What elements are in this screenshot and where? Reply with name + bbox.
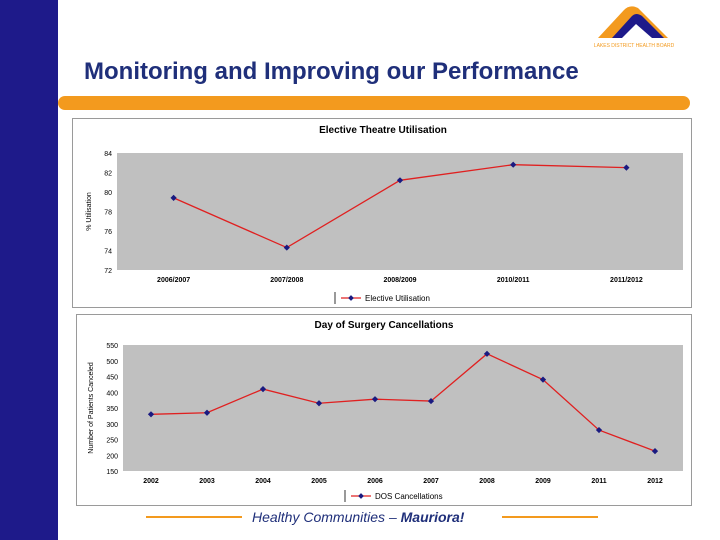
chart1-ytick-6: 84: [104, 151, 112, 158]
chart1-legend-marker: [348, 295, 354, 301]
chart2-xtick-7: 2009: [535, 478, 551, 485]
chart2-ytick-6: 450: [106, 375, 118, 382]
utilisation-chart-frame: Elective Theatre Utilisation 72 74 76 78 80 82…: [72, 118, 692, 308]
chart2-xtick-6: 2008: [479, 478, 495, 485]
footer-tagline: Healthy Communities – Mauriora!: [252, 509, 464, 525]
chart2-xtick-3: 2005: [311, 478, 327, 485]
slide-sidebar: [0, 0, 58, 540]
accent-bar: [58, 96, 690, 110]
chart1-ytick-0: 72: [104, 268, 112, 275]
chart2-ytick-7: 500: [106, 359, 118, 366]
footer-line-left: [146, 516, 242, 518]
footer-line-right: [502, 516, 598, 518]
chart2-series-line-0: [150, 353, 656, 452]
chart1-ytick-5: 82: [104, 171, 112, 178]
chart1-xtick-2: 2008/2009: [383, 277, 416, 284]
chart1-ytick-1: 74: [104, 249, 112, 256]
chart2-title: Day of Surgery Cancellations: [315, 320, 454, 331]
chart2-xtick-8: 2011: [591, 478, 606, 485]
chart1-xtick-1: 2007/2008: [270, 277, 303, 284]
mountain-logo-icon: LAKES DISTRICT HEALTH BOARD: [594, 6, 675, 49]
chart2-plot-area: [123, 345, 683, 471]
chart2-xtick-5: 2007: [423, 478, 439, 485]
chart2-point-2: [259, 385, 267, 393]
chart2-ytick-3: 300: [106, 422, 118, 429]
chart2-ytick-8: 550: [106, 343, 118, 350]
chart1-plot-area: [117, 153, 683, 270]
cancellations-chart: Day of Surgery Cancellations 150 200 250 300…: [88, 320, 683, 502]
chart1-xtick-0: 2006/2007: [157, 277, 190, 284]
chart2-ytick-2: 250: [106, 438, 118, 445]
chart2-point-1: [203, 409, 211, 416]
chart1-ytick-4: 80: [104, 190, 112, 197]
chart1-ylabel: % Utilisation: [86, 192, 93, 231]
footer-main: Healthy Communities –: [252, 509, 401, 525]
chart1-xtick-3: 2010/2011: [497, 277, 530, 284]
chart1-xtick-4: 2011/2012: [610, 277, 643, 284]
chart2-ytick-4: 350: [106, 406, 118, 413]
slide-title: Monitoring and Improving our Performance: [84, 58, 579, 85]
chart2-ytick-0: 150: [106, 469, 118, 476]
chart2-legend-marker: [358, 493, 364, 499]
chart2-ytick-1: 200: [106, 453, 118, 460]
chart2-xtick-2: 2004: [255, 478, 271, 485]
footer-emphasis: Mauriora!: [400, 509, 465, 525]
chart1-legend-label: Elective Utilisation: [365, 294, 430, 303]
chart2-ytick-5: 400: [106, 390, 118, 397]
logo-text: LAKES DISTRICT HEALTH BOARD: [594, 43, 675, 49]
chart1-ytick-3: 78: [104, 210, 112, 217]
chart2-xtick-1: 2003: [199, 478, 215, 485]
chart2-xtick-9: 2012: [647, 478, 663, 485]
chart2-point-3: [315, 400, 323, 407]
chart1-point-3: [510, 161, 517, 168]
chart2-ylabel: Number of Patients Canceled: [88, 362, 95, 454]
utilisation-chart: Elective Theatre Utilisation 72 74 76 78 80 82…: [86, 125, 683, 304]
chart2-xtick-4: 2006: [367, 478, 383, 485]
cancellations-chart-frame: Day of Surgery Cancellations 150 200 250 300…: [76, 314, 692, 506]
chart2-legend-label: DOS Cancellations: [375, 492, 443, 501]
chart2-xtick-0: 2002: [143, 478, 159, 485]
chart1-ytick-2: 76: [104, 229, 112, 236]
chart1-title: Elective Theatre Utilisation: [319, 125, 447, 136]
